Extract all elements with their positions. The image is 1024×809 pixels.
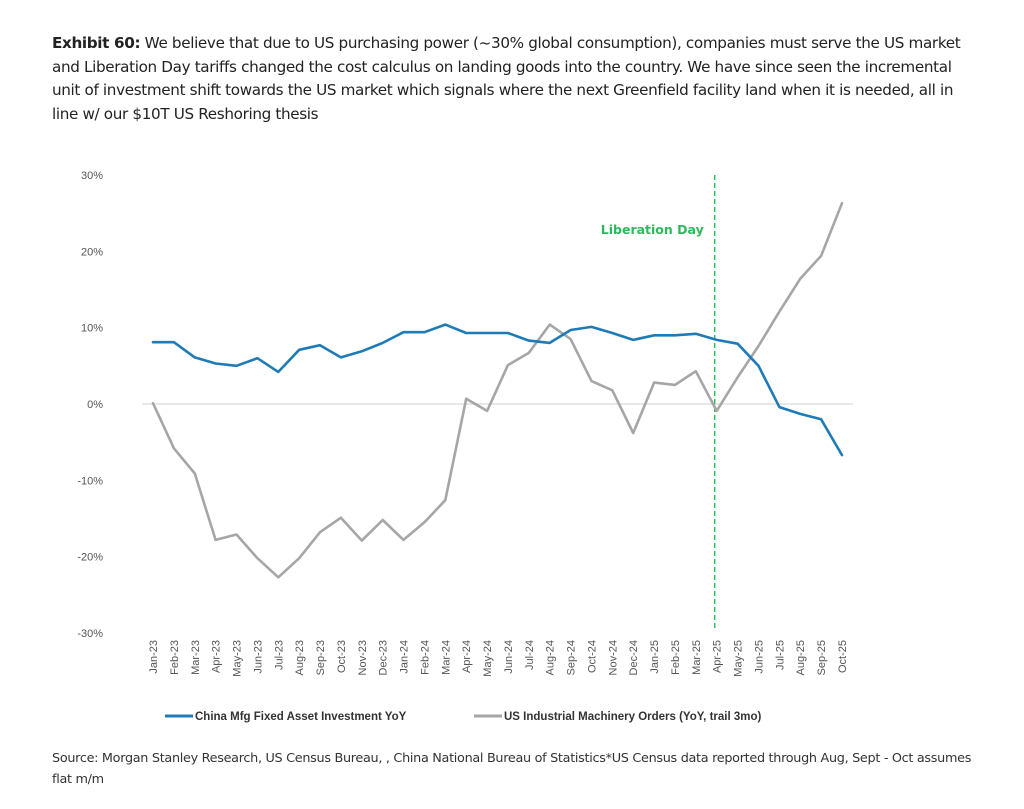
x-tick-label: Feb-24 — [419, 640, 431, 675]
x-tick-label: Sep-23 — [315, 640, 327, 675]
x-tick-label: Jun-23 — [252, 640, 264, 674]
x-tick-label: Nov-23 — [357, 640, 369, 675]
x-tick-label: Jul-23 — [273, 640, 285, 670]
x-tick-label: Aug-25 — [795, 640, 807, 675]
x-tick-label: May-24 — [482, 640, 494, 677]
y-tick-label: 30% — [81, 170, 103, 182]
x-tick-label: Sep-24 — [566, 640, 578, 675]
x-tick-label: Feb-23 — [169, 640, 181, 675]
exhibit-headline: Exhibit 60: We believe that due to US pu… — [52, 32, 982, 126]
y-tick-label: -30% — [77, 628, 103, 640]
x-tick-label: Mar-24 — [440, 640, 452, 675]
headline-text: We believe that due to US purchasing pow… — [52, 34, 961, 123]
x-tick-label: Oct-25 — [837, 640, 849, 673]
y-tick-label: 10% — [81, 323, 103, 335]
series-line-china-fai — [151, 323, 844, 457]
annotations: Liberation Day — [601, 175, 716, 628]
x-tick-label: Dec-24 — [628, 640, 640, 675]
x-axis: Jan-23 Feb-23 Mar-23 Apr-23 May-23 Jun-23 Jul-… — [148, 640, 849, 677]
y-axis: 30% 20% 10% 0% -10% -20% -30% — [77, 170, 103, 640]
x-tick-label: Sep-25 — [816, 640, 828, 675]
x-tick-label: Apr-23 — [211, 640, 223, 673]
x-tick-label: Jul-24 — [524, 640, 536, 670]
legend: China Mfg Fixed Asset Investment YoY US I… — [165, 711, 761, 723]
x-tick-label: May-23 — [232, 640, 244, 677]
x-tick-label: Mar-25 — [691, 640, 703, 675]
x-tick-label: Jun-25 — [753, 640, 765, 674]
x-tick-label: Aug-23 — [294, 640, 306, 675]
y-tick-label: -20% — [77, 552, 103, 564]
source-note: Source: Morgan Stanley Research, US Cens… — [52, 751, 972, 787]
y-tick-label: -10% — [77, 475, 103, 487]
y-tick-label: 20% — [81, 246, 103, 258]
x-tick-label: Aug-24 — [545, 640, 557, 675]
x-tick-label: Nov-24 — [607, 640, 619, 675]
series-group — [151, 201, 844, 579]
x-tick-label: Mar-23 — [190, 640, 202, 675]
x-tick-label: Feb-25 — [670, 640, 682, 675]
x-tick-label: May-25 — [733, 640, 745, 677]
series-line-us-machinery-orders — [151, 201, 844, 579]
liberation-day-label: Liberation Day — [601, 222, 704, 237]
x-tick-label: Jan-23 — [148, 640, 160, 674]
x-tick-label: Jun-24 — [503, 640, 515, 674]
exhibit-label: Exhibit 60: — [52, 34, 141, 52]
x-tick-label: Oct-24 — [586, 640, 598, 673]
legend-label: US Industrial Machinery Orders (YoY, tra… — [504, 711, 761, 723]
x-tick-label: Jan-24 — [399, 640, 411, 674]
x-tick-label: Jan-25 — [649, 640, 661, 674]
x-tick-label: Apr-25 — [712, 640, 724, 673]
x-tick-label: Jul-25 — [774, 640, 786, 670]
legend-label: China Mfg Fixed Asset Investment YoY — [195, 711, 407, 723]
x-tick-label: Dec-23 — [378, 640, 390, 675]
y-tick-label: 0% — [87, 399, 103, 411]
x-tick-label: Apr-24 — [461, 640, 473, 673]
x-tick-label: Oct-23 — [336, 640, 348, 673]
